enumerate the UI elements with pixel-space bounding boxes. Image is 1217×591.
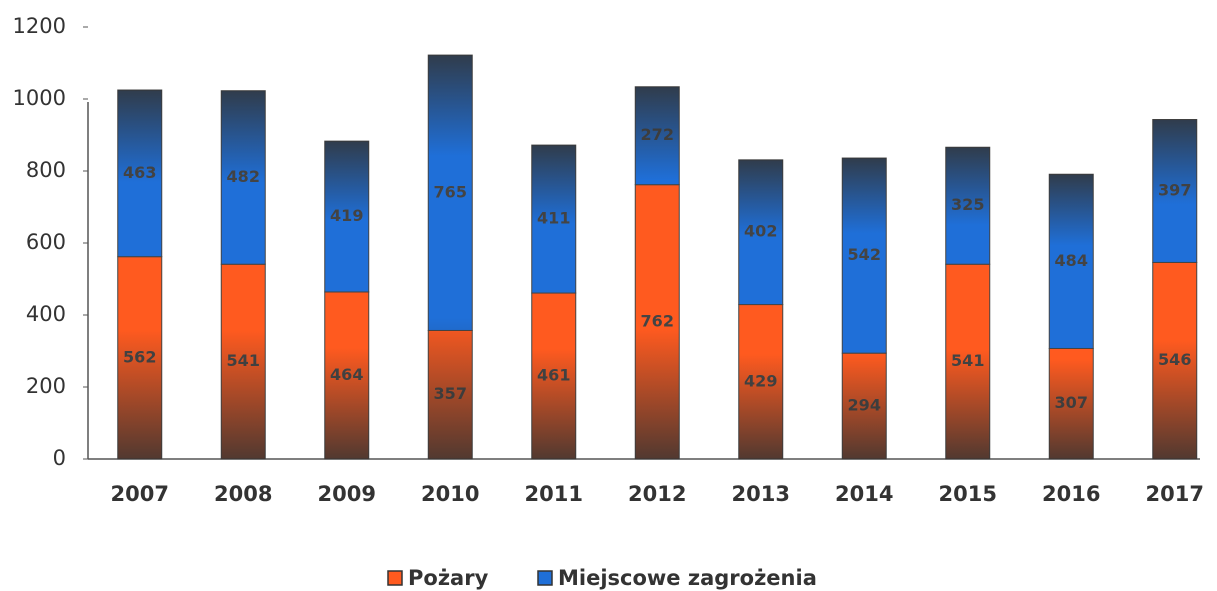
x-tick-label: 2014 (835, 482, 893, 506)
value-label: 463 (123, 163, 156, 182)
value-label: 397 (1158, 180, 1191, 199)
y-tick-label: 1000 (13, 86, 66, 110)
x-tick-label: 2007 (111, 482, 169, 506)
x-tick-label: 2017 (1146, 482, 1204, 506)
value-label: 307 (1055, 393, 1088, 412)
y-tick-label: 600 (26, 230, 66, 254)
x-tick-label: 2012 (628, 482, 686, 506)
value-label: 482 (227, 167, 260, 186)
value-label: 357 (434, 384, 467, 403)
legend-label: Miejscowe zagrożenia (558, 566, 817, 590)
value-label: 461 (537, 366, 570, 385)
x-tick-label: 2013 (732, 482, 790, 506)
x-tick-label: 2011 (525, 482, 583, 506)
value-label: 411 (537, 209, 570, 228)
value-label: 546 (1158, 350, 1191, 369)
value-label: 762 (641, 311, 674, 330)
value-label: 325 (951, 195, 984, 214)
value-label: 562 (123, 347, 156, 366)
y-tick-label: 800 (26, 158, 66, 182)
value-label: 294 (848, 396, 881, 415)
legend-label: Pożary (408, 566, 489, 590)
y-tick-label: 200 (26, 374, 66, 398)
y-tick-label: 0 (53, 446, 66, 470)
value-label: 541 (951, 351, 984, 370)
value-label: 542 (848, 245, 881, 264)
value-label: 541 (227, 351, 260, 370)
y-tick-label: 1200 (13, 14, 66, 38)
x-tick-label: 2009 (318, 482, 376, 506)
x-tick-label: 2015 (939, 482, 997, 506)
y-tick-label: 400 (26, 302, 66, 326)
x-tick-label: 2010 (421, 482, 479, 506)
x-tick-label: 2016 (1042, 482, 1100, 506)
legend-swatch (387, 570, 403, 586)
value-label: 464 (330, 365, 363, 384)
legend-swatch (537, 570, 553, 586)
value-label: 419 (330, 206, 363, 225)
value-label: 429 (744, 371, 777, 390)
value-label: 765 (434, 182, 467, 201)
value-label: 272 (641, 125, 674, 144)
x-tick-label: 2008 (214, 482, 272, 506)
value-label: 402 (744, 222, 777, 241)
value-label: 484 (1055, 251, 1088, 270)
